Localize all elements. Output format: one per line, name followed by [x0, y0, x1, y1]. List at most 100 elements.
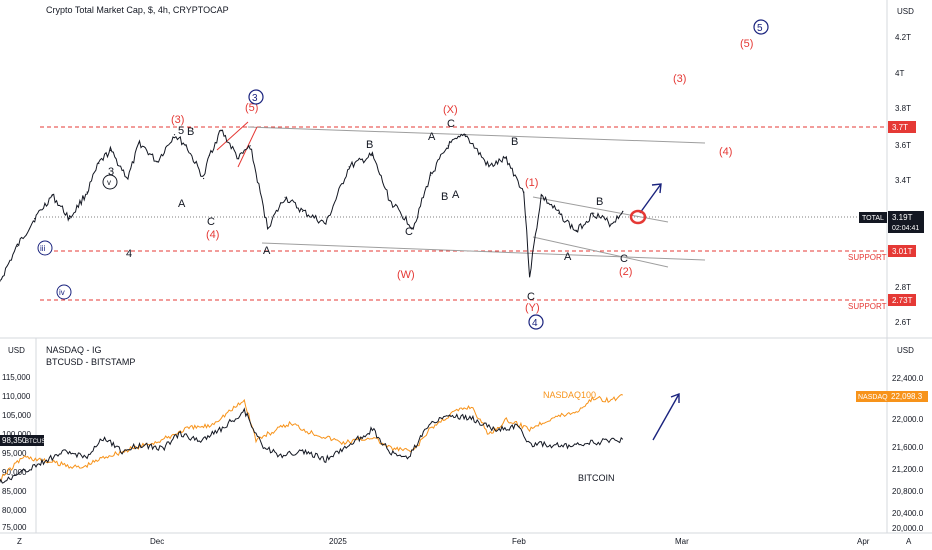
nasdaq-name-tag	[856, 391, 888, 402]
wave-label: B	[187, 126, 194, 138]
bitcoin-annotation: BITCOIN	[578, 473, 615, 483]
current-symbol-tag	[859, 212, 887, 223]
wave-label-red: (2)	[619, 266, 632, 278]
circle-marker	[753, 19, 769, 35]
price-tag	[888, 121, 916, 133]
nasdaq-name-tag-text: NASDAQ	[858, 394, 888, 401]
zoom-button[interactable]: Z	[17, 537, 22, 546]
wave-label-red: (4)	[206, 229, 219, 241]
right-tick-label: 22,000.0	[892, 415, 924, 424]
right-tick-label: 20,400.0	[892, 509, 924, 518]
price-point	[203, 177, 205, 180]
wave-label: A	[178, 198, 186, 210]
price-point	[348, 166, 350, 168]
wave-label: C	[447, 118, 455, 130]
wave-label: 5	[178, 125, 184, 137]
main-y-axis[interactable]: 4.2T 4T 3.8T 3.6T 3.4T 2.8T 2.6T	[895, 33, 911, 327]
price-point	[371, 154, 373, 156]
wave-label: B	[596, 196, 603, 208]
main-price-line[interactable]	[0, 129, 624, 326]
nasdaq-line[interactable]	[0, 394, 623, 482]
wave-label-circled: 3	[252, 93, 258, 104]
price-point	[465, 134, 467, 136]
wave-label: C	[207, 216, 215, 228]
time-axis[interactable]: Dec 2025 Feb Mar Apr	[150, 537, 870, 546]
bar-countdown: 02:04:41	[892, 225, 919, 232]
y-tick-label: 2.8T	[895, 283, 911, 292]
x-tick-label: Feb	[512, 537, 526, 546]
current-price-value: 3.19T	[892, 213, 913, 222]
price-tag	[888, 294, 916, 306]
left-tick-label: 110,000	[2, 392, 31, 401]
price-point	[156, 161, 158, 163]
price-point	[529, 274, 531, 277]
lower-right-currency-label[interactable]: USD	[897, 346, 914, 355]
price-point	[447, 145, 449, 147]
price-point	[540, 195, 542, 197]
nasdaq-series[interactable]	[0, 394, 623, 482]
lower-left-axis[interactable]: 115,000 110,000 105,000 100,000 95,000 9…	[2, 373, 31, 532]
wave-label: A	[263, 245, 271, 257]
price-point	[16, 245, 18, 247]
circle-marker	[102, 174, 118, 190]
bitcoin-line[interactable]	[0, 407, 624, 509]
price-point	[185, 145, 187, 147]
price-point	[488, 166, 490, 168]
circle-marker	[248, 89, 264, 105]
wave-label: C	[620, 253, 628, 265]
right-tick-label: 20,000.0	[892, 524, 924, 533]
price-tag-text: 3.7T	[892, 123, 908, 132]
price-tag-text: 3.01T	[892, 247, 913, 256]
wave-label: A	[428, 131, 436, 143]
auto-scale-button[interactable]: A	[906, 537, 912, 546]
left-tick-label: 115,000	[2, 373, 31, 382]
wave-label-red: (Y)	[525, 302, 540, 314]
channel-lower[interactable]	[532, 236, 669, 268]
main-currency-label[interactable]: USD	[897, 7, 914, 16]
main-price-series[interactable]	[0, 129, 624, 327]
price-point	[138, 142, 141, 144]
lower-left-currency-label[interactable]: USD	[8, 346, 25, 355]
wave-label-red: (X)	[443, 104, 458, 116]
price-point	[109, 149, 111, 152]
red-trend-segment[interactable]	[216, 121, 249, 151]
btc-price-tag-name: BTCUSD	[25, 439, 50, 445]
btc-price-tag-text: 98,350	[2, 436, 27, 445]
price-point	[267, 227, 269, 229]
support-label: SUPPORT	[848, 253, 887, 262]
price-point	[284, 196, 286, 198]
left-tick-label: 75,000	[2, 523, 27, 532]
projection-arrow-lower[interactable]	[652, 392, 680, 441]
wave-label-red: (4)	[719, 146, 732, 158]
price-point	[34, 218, 36, 220]
wave-label-circled: iii	[40, 244, 46, 253]
y-tick-label: 3.6T	[895, 141, 911, 150]
trendline-upper[interactable]	[247, 126, 706, 144]
circle-marker	[56, 284, 72, 300]
price-point	[220, 129, 222, 131]
trendline-lower[interactable]	[261, 242, 706, 261]
lower-right-axis[interactable]: 22,400.0 22,000.0 21,600.0 21,200.0 20,8…	[892, 374, 924, 533]
price-point	[412, 227, 414, 229]
nasdaq-annotation: NASDAQ100	[543, 390, 596, 400]
wave-label: A	[564, 251, 572, 263]
nasdaq-price-tag-text: 22,098.3	[891, 392, 923, 401]
wave-label-red: (W)	[397, 269, 415, 281]
wave-label: 3	[108, 166, 114, 178]
price-point	[127, 177, 129, 180]
x-tick-label: Mar	[675, 537, 689, 546]
left-tick-label: 105,000	[2, 411, 31, 420]
main-chart-title: Crypto Total Market Cap, $, 4h, CRYPTOCA…	[46, 5, 229, 15]
wave-label-red: (1)	[525, 177, 538, 189]
wave-label-circled: iv	[59, 288, 65, 297]
y-tick-label: 4.2T	[895, 33, 911, 42]
wave-labels-black: 3 5 B A C 4 A B C A C B A B C A B C	[108, 118, 628, 303]
highlight-circle[interactable]	[629, 209, 647, 225]
bitcoin-series[interactable]	[0, 407, 624, 509]
circle-marker	[37, 240, 53, 256]
projection-arrow-upper[interactable]	[639, 183, 662, 214]
red-trend-segment[interactable]	[237, 126, 258, 168]
left-tick-label: 100,000	[2, 430, 31, 439]
